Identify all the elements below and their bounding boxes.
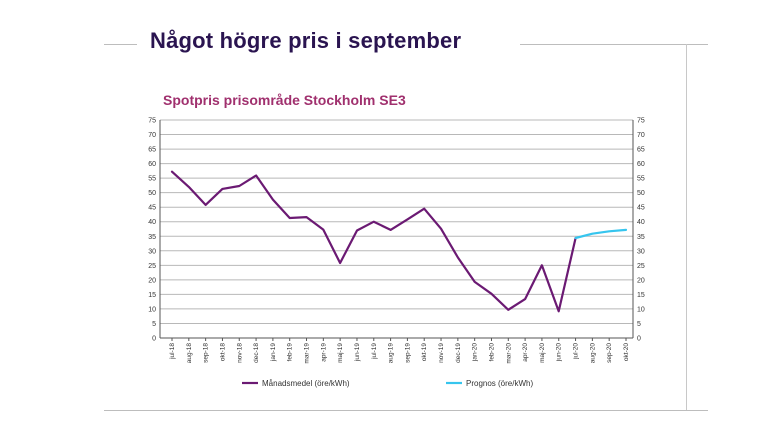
y-axis-left: 0 5 10 15 20 25 30 35 40 45 50 55 60 65 70 75 bbox=[148, 118, 156, 343]
x-tick-label: dec-19 bbox=[455, 343, 462, 363]
y-tick-label-right: 5 bbox=[637, 321, 641, 328]
x-tick-label: sep-18 bbox=[203, 343, 210, 363]
x-tick-label: jul-18 bbox=[169, 343, 176, 360]
legend-label: Månadsmedel (öre/kWh) bbox=[262, 379, 350, 388]
x-axis: jul-18 aug-18 sep-18 okt-18 nov-18 dec-18 jan-… bbox=[169, 338, 630, 364]
y-tick-label-left: 40 bbox=[148, 219, 156, 226]
grid bbox=[159, 119, 634, 339]
x-tick-label: jan-19 bbox=[270, 343, 277, 362]
x-tick-label: dec-18 bbox=[253, 343, 260, 363]
x-tick-label: aug-19 bbox=[388, 343, 395, 364]
x-tick-label: jul-19 bbox=[371, 343, 378, 360]
frame-rule-right bbox=[686, 44, 687, 410]
y-tick-label-left: 35 bbox=[148, 234, 156, 241]
y-tick-label-left: 45 bbox=[148, 205, 156, 212]
title-rule-left bbox=[104, 44, 137, 45]
x-tick-label: jul-20 bbox=[573, 343, 580, 360]
x-tick-label: apr-19 bbox=[320, 343, 327, 362]
y-tick-label-right: 60 bbox=[637, 161, 645, 168]
y-tick-label-right: 40 bbox=[637, 219, 645, 226]
y-tick-label-right: 50 bbox=[637, 190, 645, 197]
x-tick-label: aug-18 bbox=[186, 343, 193, 364]
series-line-prognos bbox=[574, 228, 628, 240]
y-tick-label-right: 10 bbox=[637, 306, 645, 313]
x-tick-label: feb-19 bbox=[287, 343, 294, 362]
y-tick-label-left: 10 bbox=[148, 306, 156, 313]
x-tick-label: aug-20 bbox=[589, 343, 596, 364]
frame-rule-bottom bbox=[104, 410, 708, 411]
x-tick-label: maj-20 bbox=[539, 343, 546, 363]
x-tick-label: nov-19 bbox=[438, 343, 445, 363]
chart-title: Spotpris prisområde Stockholm SE3 bbox=[163, 92, 406, 108]
y-tick-label-left: 20 bbox=[148, 277, 156, 284]
y-tick-label-left: 65 bbox=[148, 147, 156, 154]
x-tick-label: mar-20 bbox=[505, 343, 512, 364]
x-tick-label: okt-18 bbox=[219, 343, 226, 361]
x-tick-label: jun-19 bbox=[354, 343, 361, 362]
y-tick-label-right: 75 bbox=[637, 118, 645, 125]
y-axis-right: 0 5 10 15 20 25 30 35 40 45 50 55 60 65 70 75 bbox=[637, 118, 645, 343]
x-tick-label: sep-20 bbox=[606, 343, 613, 363]
y-tick-label-left: 75 bbox=[148, 118, 156, 125]
y-tick-label-right: 15 bbox=[637, 292, 645, 299]
y-tick-label-left: 60 bbox=[148, 161, 156, 168]
y-tick-label-left: 25 bbox=[148, 263, 156, 270]
series-line-manadsmedel bbox=[170, 170, 577, 313]
x-tick-label: apr-20 bbox=[522, 343, 529, 362]
y-tick-label-left: 30 bbox=[148, 248, 156, 255]
y-tick-label-right: 0 bbox=[637, 336, 641, 343]
y-tick-label-left: 5 bbox=[152, 321, 156, 328]
y-tick-label-left: 70 bbox=[148, 132, 156, 139]
y-tick-label-right: 45 bbox=[637, 205, 645, 212]
x-tick-label: jan-20 bbox=[472, 343, 479, 362]
y-tick-label-right: 35 bbox=[637, 234, 645, 241]
y-tick-label-right: 65 bbox=[637, 147, 645, 154]
x-tick-label: okt-19 bbox=[421, 343, 428, 361]
y-tick-label-right: 30 bbox=[637, 248, 645, 255]
legend: Månadsmedel (öre/kWh) Prognos (öre/kWh) bbox=[242, 379, 533, 388]
y-tick-label-right: 70 bbox=[637, 132, 645, 139]
y-tick-label-left: 15 bbox=[148, 292, 156, 299]
legend-label: Prognos (öre/kWh) bbox=[466, 379, 533, 388]
y-tick-label-left: 50 bbox=[148, 190, 156, 197]
title-rule-right bbox=[520, 44, 708, 45]
x-tick-label: sep-19 bbox=[404, 343, 411, 363]
x-tick-label: maj-19 bbox=[337, 343, 344, 363]
slide-title: Något högre pris i september bbox=[150, 28, 462, 53]
y-tick-label-right: 20 bbox=[637, 277, 645, 284]
y-tick-label-left: 0 bbox=[152, 336, 156, 343]
y-tick-label-right: 55 bbox=[637, 176, 645, 183]
x-tick-label: nov-18 bbox=[236, 343, 243, 363]
x-tick-label: mar-19 bbox=[304, 343, 311, 364]
x-tick-label: jun-20 bbox=[556, 343, 563, 362]
y-tick-label-right: 25 bbox=[637, 263, 645, 270]
x-tick-label: feb-20 bbox=[488, 343, 495, 362]
series-group bbox=[170, 170, 628, 313]
y-tick-label-left: 55 bbox=[148, 176, 156, 183]
x-tick-label: okt-20 bbox=[623, 343, 630, 361]
